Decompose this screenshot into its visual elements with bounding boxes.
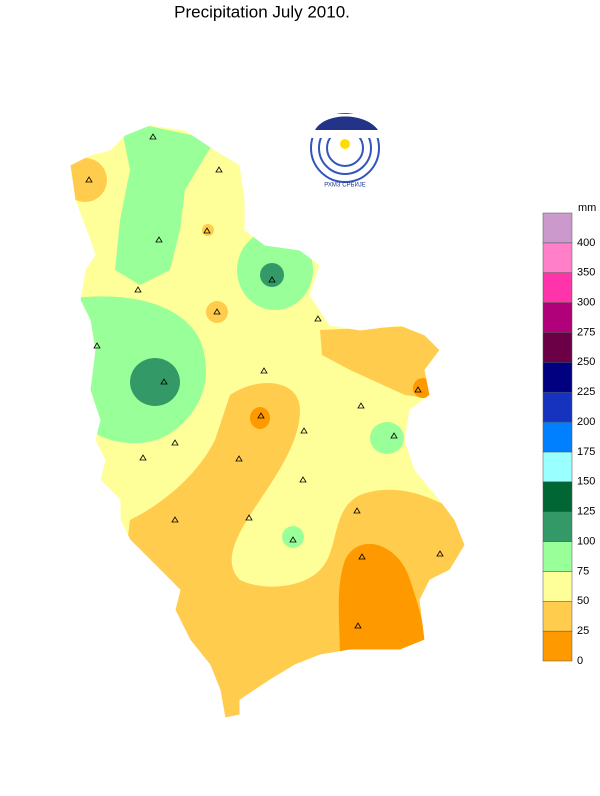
legend-swatch [542,332,573,363]
legend-swatch [542,451,573,483]
map-title: Precipitation July 2010. [174,2,350,21]
legend-swatch [542,630,573,662]
logo-text: РХМЗ СРБИЈЕ [324,183,366,189]
legend-swatch [542,541,573,572]
legend-tick-label: 125 [577,506,595,518]
legend-swatch [542,391,573,423]
legend-tick-label: 200 [577,416,595,428]
legend-tick-label: 275 [577,326,595,338]
legend-tick-label: 50 [577,595,589,607]
legend-tick-label: 350 [577,267,595,279]
stations [85,133,444,629]
legend-tick-label: 225 [577,386,595,398]
legend-swatch [542,571,573,602]
legend-tick-label: 25 [577,625,589,637]
legend-tick-label: 100 [577,535,595,547]
legend-swatch [542,511,573,542]
legend: 0 25 50 75 100 125 150 175 200 225 250 275 300 350 400 [542,212,595,667]
legend-tick-label: 400 [577,237,595,249]
legend-unit: mm [578,202,596,214]
legend-tick-label: 300 [577,297,595,309]
legend-swatch [542,362,573,393]
border [69,124,466,719]
legend-tick-label: 75 [577,565,589,577]
legend-tick-label: 150 [577,476,595,488]
logo: РХМЗ СРБИЈЕ [308,113,382,189]
legend-swatch [542,212,573,244]
legend-tick-label: 175 [577,446,595,458]
legend-swatch [542,272,573,303]
legend-swatch [542,481,573,512]
legend-tick-label: 0 [577,655,583,667]
legend-swatch [542,601,573,632]
legend-swatch [542,421,573,453]
legend-swatch [542,302,573,333]
legend-tick-label: 250 [577,356,595,368]
legend-swatch [542,242,573,273]
